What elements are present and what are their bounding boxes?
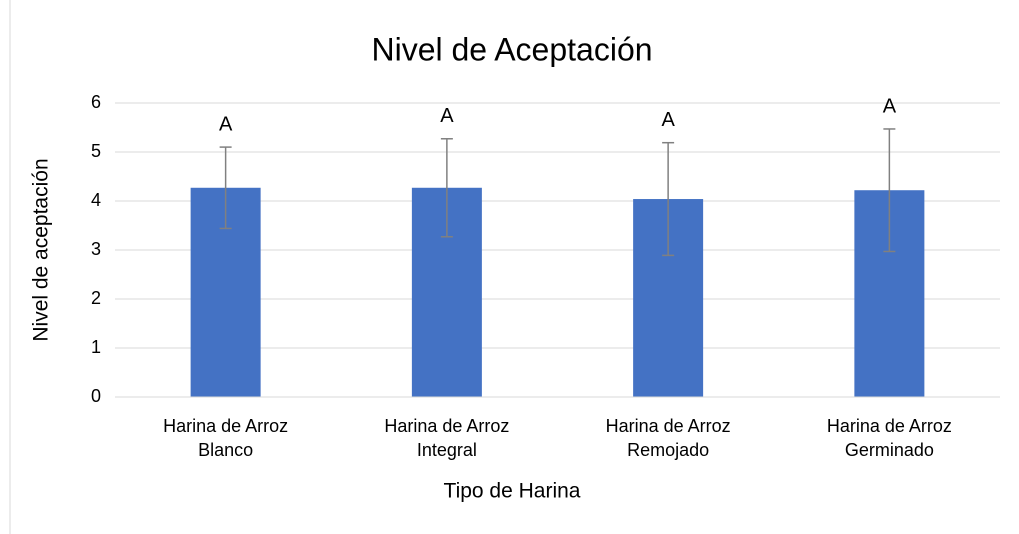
x-tick-label: Blanco — [198, 440, 253, 460]
x-tick-label: Integral — [417, 440, 477, 460]
annotation: A — [219, 113, 233, 135]
x-tick-label: Harina de Arroz — [606, 416, 731, 436]
x-tick-label: Harina de Arroz — [827, 416, 952, 436]
x-tick-label: Remojado — [627, 440, 709, 460]
y-tick-label: 3 — [91, 239, 101, 259]
annotation: A — [661, 109, 675, 131]
y-tick-label: 1 — [91, 337, 101, 357]
y-tick-label: 6 — [91, 92, 101, 112]
y-axis-title: Nivel de aceptación — [30, 158, 53, 341]
x-tick-label: Harina de Arroz — [384, 416, 509, 436]
y-tick-label: 2 — [91, 288, 101, 308]
annotation: A — [883, 95, 897, 117]
x-axis-title: Tipo de Harina — [444, 480, 581, 503]
y-tick-label: 0 — [91, 386, 101, 406]
x-tick-label: Germinado — [845, 440, 934, 460]
chart-title: Nivel de Aceptación — [371, 31, 652, 67]
y-tick-label: 5 — [91, 141, 101, 161]
annotation: A — [440, 105, 454, 127]
x-tick-label: Harina de Arroz — [163, 416, 288, 436]
y-tick-label: 4 — [91, 190, 101, 210]
